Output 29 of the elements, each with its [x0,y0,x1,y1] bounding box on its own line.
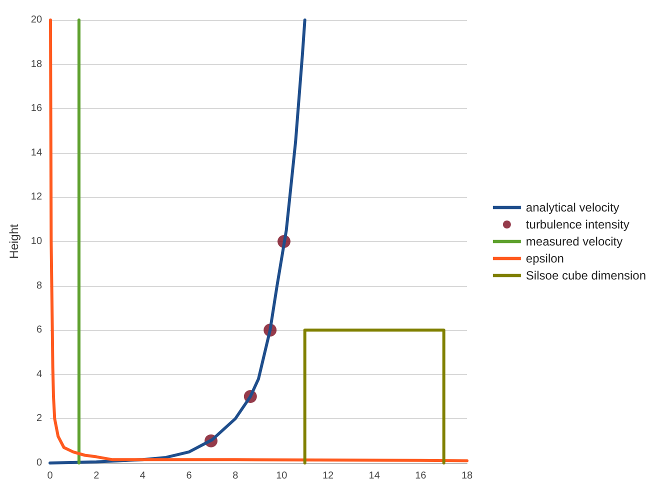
y-tick-label: 18 [30,58,42,70]
y-tick-label: 4 [36,368,42,380]
line-series [48,18,468,462]
x-tick-label: 12 [322,470,334,482]
y-tick-label: 12 [30,192,42,203]
x-tick-label: 6 [186,470,192,482]
x-tick-label: 4 [140,470,146,482]
legend-label: turbulence intensity [526,218,630,232]
x-tick-label: 14 [368,470,380,482]
legend-label: analytical velocity [526,200,620,214]
y-axis-title: Height [7,223,21,259]
y-tick-label: 10 [30,236,42,247]
x-tick-label: 0 [47,470,54,482]
x-tick-label: 16 [415,470,427,482]
y-tick-label: 20 [30,14,42,26]
x-tick-label: 8 [232,470,239,482]
x-tick-label: 10 [276,470,288,482]
y-tick-label: 2 [36,413,42,424]
y-tick-label: 16 [30,103,42,114]
legend-label: Silsoe cube dimension [526,268,646,282]
y-tick-label: 8 [36,280,42,292]
x-tick-label: 18 [461,470,473,482]
line-series [48,18,306,464]
y-tick-label: 6 [36,324,42,336]
legend-label: epsilon [526,252,564,266]
x-tick-label: 2 [94,470,100,482]
y-tick-label: 14 [30,147,42,158]
legend-label: measured velocity [526,234,623,248]
y-tick-label: 0 [36,458,42,468]
